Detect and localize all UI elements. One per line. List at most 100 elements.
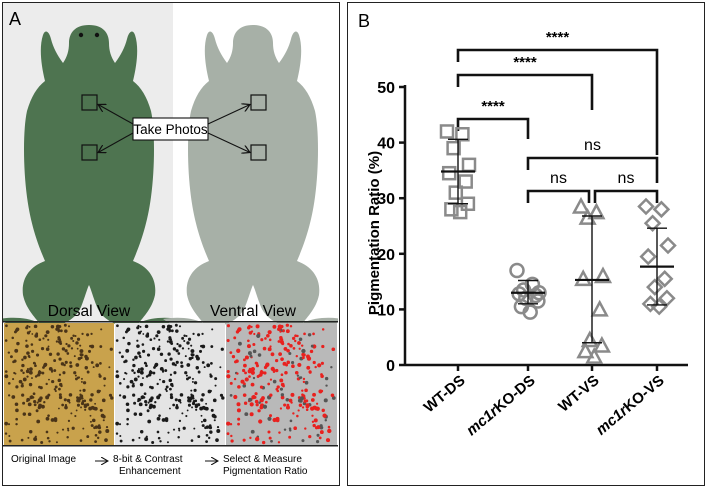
pigment-dot	[190, 439, 194, 442]
pigment-dot	[171, 362, 176, 366]
pigment-dot	[77, 396, 82, 401]
pigment-dot	[149, 385, 152, 389]
pigment-dot	[145, 375, 149, 378]
measured-dot	[331, 347, 336, 352]
pigment-dot	[142, 349, 146, 353]
pigment-dot	[31, 333, 34, 335]
pigment-dot	[144, 324, 149, 329]
measured-dot	[272, 379, 277, 384]
pigment-dot	[70, 412, 73, 415]
measured-dot	[236, 348, 241, 353]
measured-dot	[250, 370, 255, 375]
measured-dot	[297, 409, 300, 412]
pigment-dot	[100, 328, 103, 331]
pigment-dot	[99, 345, 103, 348]
measured-dot	[226, 339, 230, 343]
measured-dot	[242, 393, 247, 397]
pigment-dot	[25, 369, 30, 374]
pigment-dot	[90, 393, 94, 397]
pigment-dot	[179, 393, 184, 397]
pigment-dot	[15, 408, 19, 413]
pigment-dot	[208, 424, 212, 427]
pigment-dot	[126, 408, 130, 413]
pigment-dot	[21, 382, 24, 385]
pigment-dot	[158, 393, 162, 397]
pigment-dot	[132, 393, 136, 397]
measured-dot	[242, 368, 246, 373]
pigment-dot	[201, 332, 204, 336]
pigment-dot	[191, 377, 194, 380]
measured-dot	[312, 423, 316, 428]
measured-dot	[263, 371, 267, 375]
pigment-dot	[84, 354, 88, 359]
pigment-dot	[93, 406, 98, 411]
measured-dot	[226, 374, 231, 379]
pigment-dot	[193, 388, 197, 392]
measured-dot	[237, 422, 240, 426]
pigment-dot	[141, 343, 145, 346]
measured-dot	[264, 337, 267, 340]
measured-dot	[269, 345, 272, 348]
data-point	[659, 236, 677, 255]
measured-dot	[244, 412, 249, 417]
pigment-dot	[211, 328, 214, 331]
pigment-dot	[168, 378, 173, 383]
panel-b-label: B	[358, 11, 371, 31]
pigment-dot	[76, 347, 79, 350]
measured-dot	[230, 434, 233, 438]
measured-dot	[267, 430, 271, 434]
pigment-dot	[18, 379, 23, 384]
measured-dot	[289, 344, 293, 348]
pigment-dot	[158, 414, 161, 417]
measured-dot	[327, 425, 331, 429]
pigment-dot	[25, 339, 28, 342]
measured-dot	[301, 406, 305, 409]
measured-dot	[268, 436, 272, 440]
data-point	[515, 282, 532, 298]
pigment-dot	[45, 416, 50, 421]
pigment-dot	[33, 437, 38, 442]
pigment-dot	[210, 408, 214, 412]
pigment-dot	[194, 399, 198, 403]
pigment-dot	[74, 414, 77, 418]
measured-dot	[226, 324, 230, 328]
data-point	[592, 335, 611, 353]
pigment-dot	[105, 425, 109, 429]
measured-dot	[234, 360, 238, 364]
pigment-dot	[55, 327, 59, 331]
pigment-dot	[36, 401, 39, 404]
data-point	[590, 299, 609, 317]
pigment-dot	[28, 382, 33, 387]
measured-dot	[279, 330, 282, 333]
measured-dot	[226, 432, 230, 436]
pigment-dot	[58, 393, 62, 397]
pigment-dot	[177, 427, 181, 430]
measured-dot	[261, 440, 266, 445]
measured-dot	[301, 356, 305, 360]
pigment-dot	[58, 373, 62, 376]
pigment-dot	[94, 402, 97, 405]
pigment-dot	[79, 439, 83, 442]
measured-dot	[286, 360, 291, 365]
pigment-dot	[169, 357, 173, 361]
pigment-dot	[5, 324, 8, 328]
pigment-dot	[58, 395, 63, 400]
pigment-dot	[54, 389, 57, 393]
measured-dot	[261, 396, 265, 401]
measured-dot	[279, 378, 284, 383]
pigment-dot	[181, 412, 184, 415]
pigment-dot	[81, 397, 84, 400]
measured-dot	[250, 367, 256, 372]
measured-dot	[296, 414, 299, 418]
pigment-dot	[108, 366, 111, 369]
pigment-dot	[47, 393, 51, 397]
measured-dot	[255, 403, 259, 407]
pigment-dot	[166, 324, 171, 329]
measured-dot	[249, 412, 254, 417]
significance-label: ****	[546, 29, 570, 46]
pigment-dot	[4, 339, 8, 342]
pigment-dot	[47, 414, 50, 417]
pigment-dot	[115, 339, 119, 342]
measured-dot	[263, 365, 268, 370]
pigment-dot	[204, 426, 207, 430]
